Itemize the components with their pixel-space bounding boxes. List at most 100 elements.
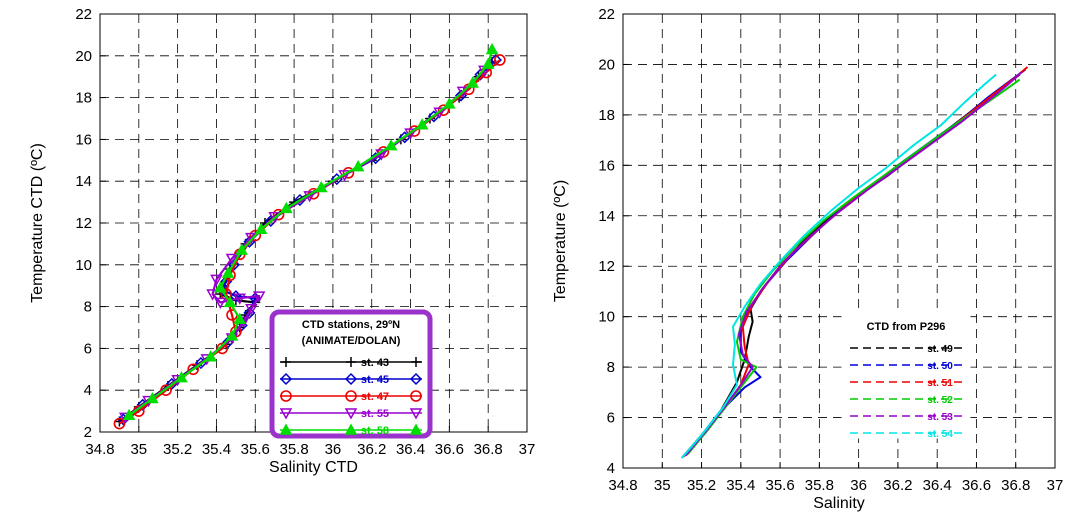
left-legend-marker [279,408,293,420]
left-legend-marker [409,372,423,386]
right-legend-label: st. 50 [927,361,953,372]
right-y-tick-label: 22 [598,6,615,23]
right-y-tick-label: 6 [607,410,615,427]
left-data-point [437,104,450,116]
left-x-tick-label: 37 [519,441,536,458]
left-data-point [227,258,240,271]
left-data-point [466,76,479,88]
left-chart: 34.8 35 35.2 35.4 35.6 35.8 36 36.2 36.4 36.6 36.8… [29,6,535,476]
right-legend-title: CTD from P296 [867,321,946,333]
left-legend-title-line-2: (ANIMATE/DOLAN) [302,335,401,347]
left-y-tick-label: 8 [84,299,92,316]
right-plot-frame [622,13,1056,469]
left-data-point [204,350,217,362]
right-y-tick-label: 14 [598,208,615,225]
left-y-tick-label: 14 [75,173,92,190]
right-series-line [681,73,997,459]
right-x-tick-label: 36 [850,477,867,494]
right-legend-label: st. 49 [927,344,953,355]
left-x-tick-label: 35.4 [202,441,231,458]
left-y-tick-label: 6 [84,340,92,357]
left-y-tick-label: 4 [84,382,92,399]
left-data-point [146,392,159,404]
left-legend: CTD stations, 29ºN (ANIMATE/DOLAN) st. 4… [269,309,433,439]
right-legend-box [841,313,971,439]
left-data-point [113,417,126,430]
right-y-tick-label: 18 [598,107,615,124]
left-x-axis-label: Salinity CTD [269,459,358,476]
left-legend-marker [346,357,356,367]
left-legend-label: st. 45 [361,374,389,386]
left-data-point [233,312,247,324]
left-legend-marker [279,372,293,386]
right-x-tick-label: 37 [1047,477,1064,494]
left-data-point [351,160,365,172]
left-legend-marker [409,408,423,420]
left-series-4 [122,42,499,421]
left-data-point [314,180,328,193]
left-x-tick-label: 35.6 [241,441,270,458]
left-data-point [210,274,223,286]
left-data-point [481,57,495,69]
right-grid [623,14,1055,468]
left-y-tick-label: 10 [75,257,92,274]
right-x-tick-label: 36.2 [883,477,912,494]
left-legend-title-line-1: CTD stations, 29ºN [302,319,400,331]
right-legend-label: st. 53 [927,412,953,423]
right-x-axis-label: Salinity [813,495,865,512]
left-legend-label: st. 43 [361,357,389,369]
left-data-point [160,384,172,397]
right-series-line [685,71,1023,457]
left-legend-marker [279,423,293,435]
left-legend-marker [344,423,358,435]
left-data-point [249,229,262,242]
right-legend-label: st. 54 [927,429,953,440]
right-x-tick-label: 35.4 [726,477,755,494]
right-y-tick-label: 4 [607,460,615,477]
left-x-tick-label: 36.4 [396,441,425,458]
left-y-tick-label: 2 [84,424,92,441]
right-y-tick-label: 10 [598,309,615,326]
left-plot-area [113,42,506,430]
left-data-point [221,266,235,278]
left-x-tick-label: 35.2 [163,441,192,458]
left-x-tick-label: 34.8 [85,441,114,458]
right-x-tick-label: 36.4 [923,477,952,494]
left-data-point [122,408,136,421]
right-chart: 34.8 35 35.2 35.4 35.6 35.8 36 36.2 36.4 36.6 36.8… [552,6,1063,512]
left-data-point [206,289,219,301]
left-data-point [252,291,266,303]
left-data-point [225,329,239,341]
left-data-point [408,125,421,137]
left-legend-marker [280,390,292,402]
left-legend-label: st. 47 [361,391,389,403]
right-y-tick-label: 20 [598,56,615,73]
left-data-point [225,253,239,266]
left-y-tick-label: 22 [75,6,92,23]
left-x-tick-label: 35.8 [279,441,308,458]
right-y-axis-label: Temperature (ºC) [552,180,569,302]
right-y-tick-label: 16 [598,157,615,174]
right-x-tick-label: 35 [654,477,671,494]
right-legend-label: st. 51 [927,378,953,389]
left-data-point [245,303,258,316]
left-legend-marker [410,390,422,402]
right-x-tick-label: 34.8 [608,477,637,494]
left-data-point [494,54,506,66]
left-legend-marker [281,357,291,367]
left-y-tick-label: 12 [75,215,92,232]
left-x-tick-label: 36.2 [357,441,386,458]
left-data-point [384,139,398,151]
left-data-point [220,288,232,300]
left-legend-marker [411,357,421,367]
left-data-point [342,167,355,179]
right-legend-items: st. 49 st. 50 st. 51 st. 52 st. 53 st. 54 [850,344,962,440]
left-legend-marker [344,372,358,386]
left-legend-marker [344,408,358,420]
left-data-point [280,201,293,214]
right-ticks: 34.8 35 35.2 35.4 35.6 35.8 36 36.2 36.4 36.6 36.8… [598,6,1063,494]
left-data-point [272,208,285,221]
left-data-point [254,222,268,235]
